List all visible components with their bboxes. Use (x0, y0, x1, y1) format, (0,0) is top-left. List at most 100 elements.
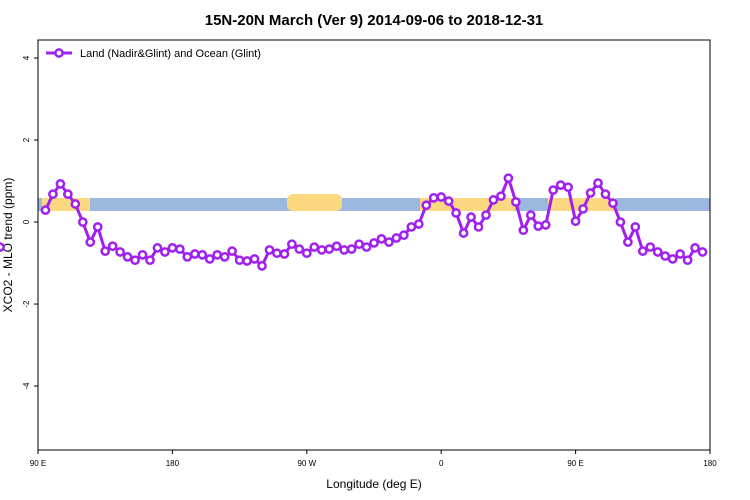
point (667, 254, 678, 264)
point (399, 230, 409, 241)
point (451, 208, 461, 218)
point (63, 189, 73, 200)
point (85, 237, 96, 247)
point (630, 222, 641, 232)
point (481, 210, 491, 220)
point (204, 254, 215, 264)
point (458, 228, 469, 238)
point (212, 249, 223, 260)
point (257, 261, 267, 271)
point (130, 255, 140, 266)
x-tick-label: 90 E (567, 459, 583, 468)
point (324, 244, 335, 254)
point (167, 243, 178, 253)
point (637, 246, 648, 256)
point (443, 196, 454, 206)
point (578, 204, 588, 214)
point (249, 254, 260, 264)
chart-title: 15N-20N March (Ver 9) 2014-09-06 to 2018… (205, 12, 544, 29)
ocean-band (38, 198, 710, 211)
land-patch (287, 194, 342, 211)
point (682, 255, 693, 266)
point (563, 182, 573, 193)
point (182, 252, 193, 262)
point (376, 234, 387, 244)
point (600, 189, 611, 200)
point (361, 242, 372, 252)
point (496, 191, 506, 202)
point (436, 192, 447, 202)
x-axis-label: Longitude (deg E) (326, 477, 421, 491)
point (518, 225, 529, 236)
point (279, 249, 290, 259)
point (428, 193, 439, 203)
point (503, 173, 514, 184)
point (189, 249, 200, 259)
y-axis-label: XCO2 - MLO trend (ppm) (1, 178, 15, 313)
point (593, 178, 603, 188)
point (40, 205, 51, 215)
y-tick-label: -2 (22, 300, 31, 308)
point (48, 189, 58, 200)
point (466, 212, 476, 222)
point (287, 239, 297, 250)
x-tick-label: 90 E (30, 459, 46, 468)
point (115, 247, 125, 257)
point (652, 247, 663, 257)
point (354, 239, 364, 250)
legend-marker (54, 48, 64, 58)
point (92, 222, 103, 232)
x-tick-label: 180 (166, 459, 180, 468)
point (570, 216, 581, 227)
point (227, 246, 237, 256)
point (585, 188, 596, 198)
point (690, 243, 700, 253)
point (548, 185, 559, 195)
point (77, 217, 88, 227)
point (645, 242, 656, 252)
point (623, 237, 633, 247)
point (525, 210, 536, 220)
point (137, 249, 148, 260)
point (511, 197, 521, 207)
point (264, 245, 275, 255)
point (152, 243, 163, 253)
point (391, 233, 402, 243)
point (555, 180, 566, 190)
point (615, 217, 626, 227)
point (697, 247, 708, 257)
point (55, 179, 66, 189)
point (346, 244, 357, 254)
point (234, 255, 245, 266)
point (316, 245, 327, 255)
point (331, 241, 342, 252)
point (675, 249, 685, 259)
point (242, 256, 252, 266)
point (608, 198, 618, 209)
plot-frame (37, 39, 711, 451)
x-tick-label: 180 (703, 459, 717, 468)
point (160, 247, 170, 257)
point (473, 222, 484, 232)
point (70, 199, 81, 209)
point (413, 219, 424, 229)
point (294, 244, 305, 254)
point (175, 244, 185, 254)
y-tick-label: 4 (22, 55, 31, 60)
point (540, 220, 551, 230)
legend-label: Land (Nadir&Glint) and Ocean (Glint) (80, 48, 261, 60)
y-tick-label: -4 (22, 382, 31, 390)
y-tick-label: 2 (22, 137, 31, 142)
point (384, 237, 394, 247)
point (219, 252, 230, 262)
point (197, 249, 208, 260)
point (301, 248, 312, 259)
y-tick-label: 0 (22, 219, 31, 224)
point (406, 222, 417, 232)
point (369, 238, 379, 248)
point (309, 242, 320, 252)
point (339, 245, 349, 255)
point (533, 221, 544, 231)
point (421, 200, 432, 211)
